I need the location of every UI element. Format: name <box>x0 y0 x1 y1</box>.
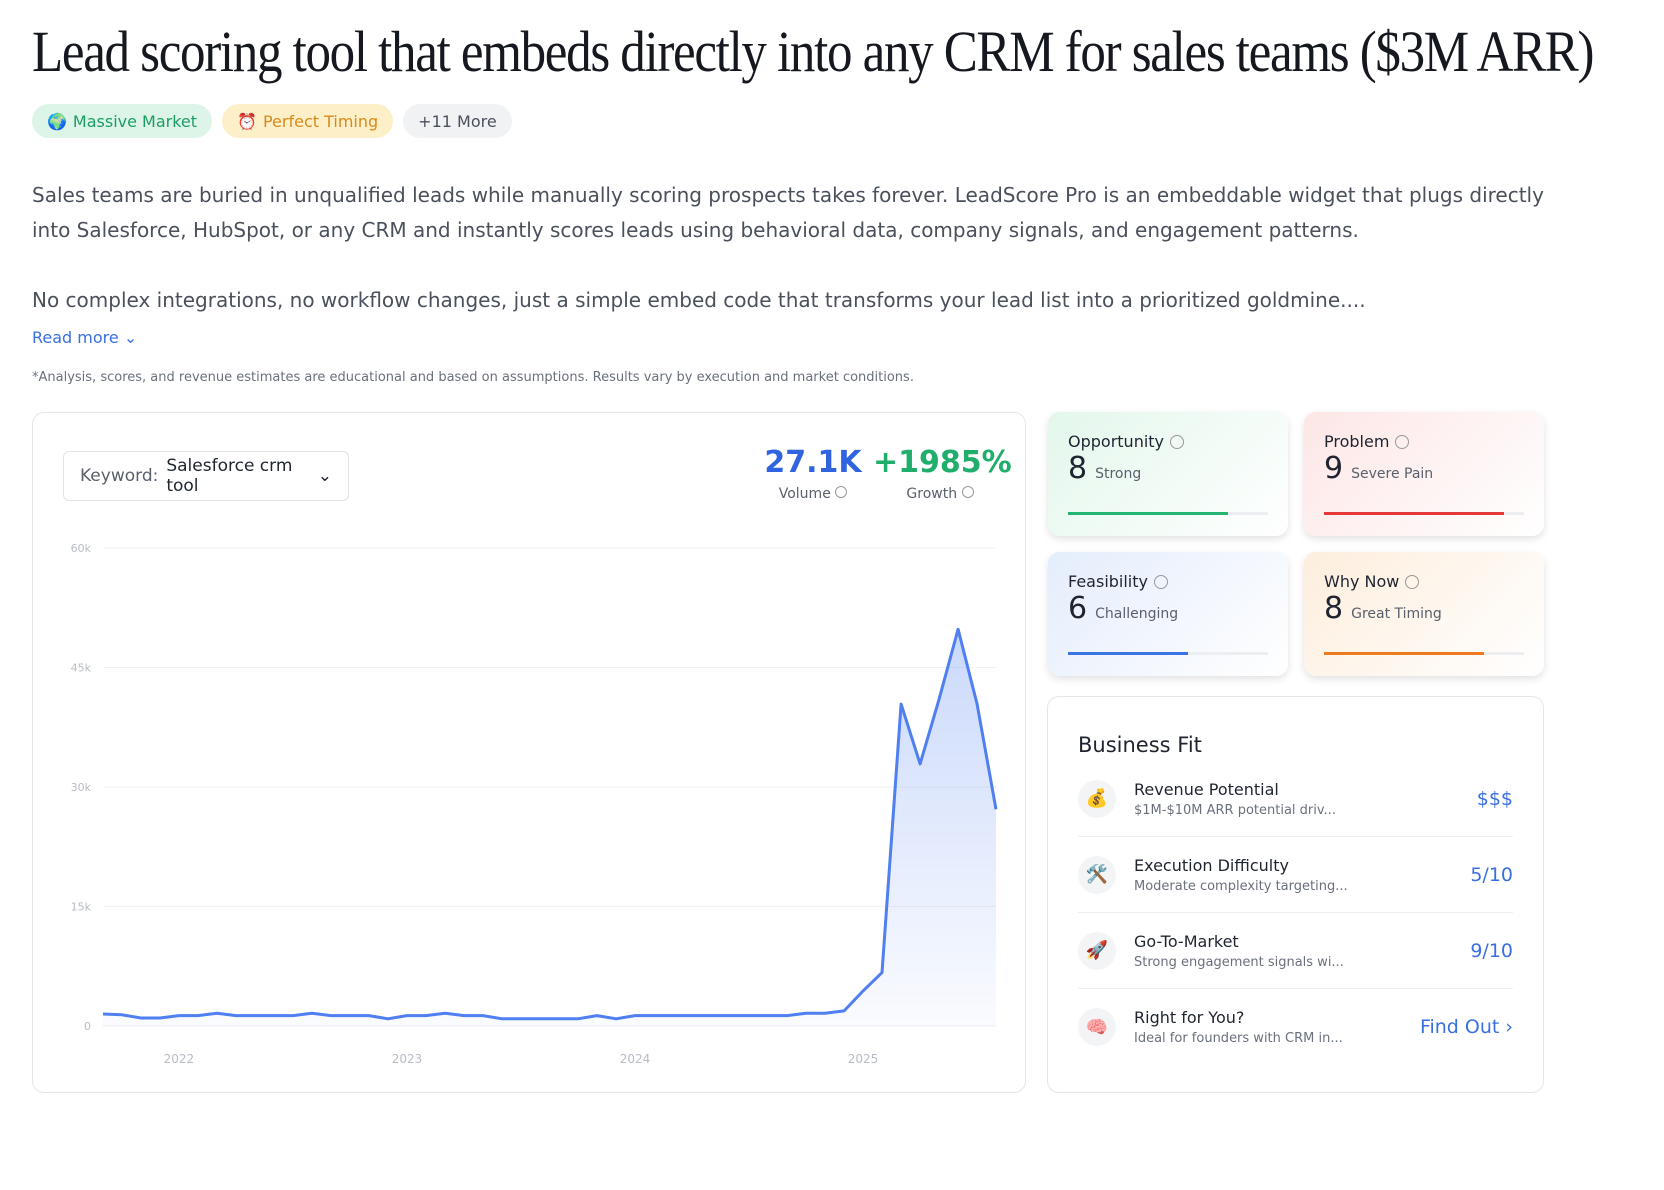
score-track <box>1068 512 1268 515</box>
keyword-label: Keyword: <box>80 466 159 486</box>
fit-icon: 🚀 <box>1078 931 1116 970</box>
tag-icon: ⏰ <box>237 111 257 131</box>
score-bar <box>1068 512 1228 515</box>
score-card: Problem 9 Severe Pain <box>1304 412 1544 536</box>
fit-item: 🧠 Right for You? Ideal for founders with C… <box>1078 989 1513 1065</box>
fit-icon: 🧠 <box>1078 1008 1116 1046</box>
fit-value: Find Out <box>1419 1016 1500 1038</box>
trend-line <box>102 627 998 1021</box>
score-card: Why Now 8 Great Timing <box>1304 552 1544 676</box>
disclaimer: *Analysis, scores, and revenue estimates… <box>32 370 914 385</box>
score-label: Severe Pain <box>1351 466 1434 482</box>
fit-name: Execution Difficulty <box>1134 855 1289 875</box>
tag-icon: 🌍 <box>47 111 67 131</box>
paragraph: Sales teams are buried in unqualified le… <box>32 183 1544 242</box>
score-label: Great Timing <box>1351 606 1442 622</box>
y-tick-label: 30k <box>71 781 92 794</box>
fit-desc: Strong engagement signals wi... <box>1134 954 1344 970</box>
info-icon[interactable] <box>1395 434 1410 449</box>
x-tick-label: 2025 <box>848 1052 879 1066</box>
tag-label: Massive Market <box>72 111 198 131</box>
fit-name: Go-To-Market <box>1134 931 1239 951</box>
business-fit-title: Business Fit <box>1078 733 1202 757</box>
score-track <box>1324 512 1524 515</box>
score-name: Opportunity <box>1068 432 1165 451</box>
score-label: Strong <box>1095 466 1142 482</box>
fit-icon: 💰 <box>1078 779 1116 818</box>
page-title: Lead scoring tool that embeds directly i… <box>32 19 1594 84</box>
trend-chart: 0 15k 30k 45k 60k 2022 2023 2024 2025 <box>71 542 998 1066</box>
volume-value: 27.1K <box>764 445 862 480</box>
score-label: Challenging <box>1095 606 1179 622</box>
y-tick-label: 45k <box>71 662 92 675</box>
x-tick-label: 2024 <box>620 1052 651 1066</box>
area-fill <box>103 629 996 1026</box>
score-bar <box>1324 512 1504 515</box>
score-card: Opportunity 8 Strong <box>1048 412 1288 536</box>
growth: +1985% Growth <box>873 445 1012 502</box>
x-tick-label: 2022 <box>164 1052 195 1066</box>
info-icon[interactable] <box>1154 574 1168 589</box>
score-name: Why Now <box>1324 572 1400 591</box>
read-more[interactable]: Read more ⌄ <box>32 328 138 347</box>
y-tick-label: 60k <box>71 542 92 555</box>
find-out-button[interactable]: Find Out › <box>1419 1016 1513 1038</box>
score-card: Feasibility 6 Challenging <box>1048 552 1288 676</box>
business-fit-card: Business Fit 💰 Revenue Potential $1M-$10M … <box>1047 696 1544 1093</box>
fit-item: 🚀 Go-To-Market Strong engagement signals w… <box>1078 913 1513 989</box>
growth-value: +1985% <box>873 445 1012 480</box>
fit-desc: Moderate complexity targeting... <box>1134 878 1348 894</box>
y-tick-label: 15k <box>71 901 92 914</box>
score-value: 8 <box>1324 591 1344 626</box>
score-bar <box>1324 652 1484 655</box>
fit-name: Right for You? <box>1134 1008 1245 1027</box>
x-tick-label: 2023 <box>392 1052 423 1066</box>
fit-value: 9/10 <box>1470 939 1513 962</box>
keyword-select[interactable]: Keyword: Salesforce crm tool ⌄ <box>63 451 349 501</box>
help-icon[interactable] <box>835 486 848 498</box>
score-value: 8 <box>1068 451 1088 486</box>
score-bar <box>1068 652 1188 655</box>
trend-card: Keyword: Salesforce crm tool ⌄ 27.1K Volu… <box>32 412 1026 1093</box>
fit-value: 5/10 <box>1470 863 1513 886</box>
volume: 27.1K Volume <box>753 445 873 502</box>
paragraph: No complex integrations, no workflow cha… <box>32 288 1366 312</box>
tag[interactable]: ⏰ Perfect Timing <box>222 104 394 138</box>
score-name: Problem <box>1324 432 1390 451</box>
volume-label: Volume <box>778 486 831 502</box>
score-value: 6 <box>1068 591 1088 626</box>
fit-item: 🛠️ Execution Difficulty Moderate complexit… <box>1078 837 1513 913</box>
tag-label: +11 More <box>418 111 497 131</box>
caret: ⌄ <box>317 466 332 486</box>
tag-label: Perfect Timing <box>262 111 379 131</box>
fit-item: 💰 Revenue Potential $1M-$10M ARR potential… <box>1078 761 1513 837</box>
keyword: Salesforce crm tool <box>166 456 293 496</box>
y-tick-label: 0 <box>84 1020 91 1033</box>
fit-value: $$$ <box>1476 787 1513 810</box>
fit-desc: $1M-$10M ARR potential driv... <box>1134 802 1336 818</box>
score-track <box>1324 652 1524 655</box>
tag[interactable]: 🌍 Massive Market <box>32 104 213 138</box>
score-track <box>1068 652 1268 655</box>
info-icon[interactable] <box>1170 434 1185 449</box>
fit-desc: Ideal for founders with CRM in... <box>1134 1031 1343 1046</box>
description: Sales teams are buried in unqualified le… <box>32 178 1552 353</box>
tags: 🌍 Massive Market ⏰ Perfect Timing +11 More <box>32 104 512 138</box>
fit-name: Revenue Potential <box>1134 779 1279 799</box>
tag[interactable]: +11 More <box>403 104 512 138</box>
growth-label: Growth <box>906 486 958 502</box>
score-name: Feasibility <box>1068 572 1148 591</box>
score-value: 9 <box>1324 451 1344 486</box>
fit-icon: 🛠️ <box>1078 855 1116 894</box>
help-icon[interactable] <box>961 486 974 498</box>
info-icon[interactable] <box>1405 574 1420 589</box>
read-more-label: Read more <box>32 328 119 347</box>
